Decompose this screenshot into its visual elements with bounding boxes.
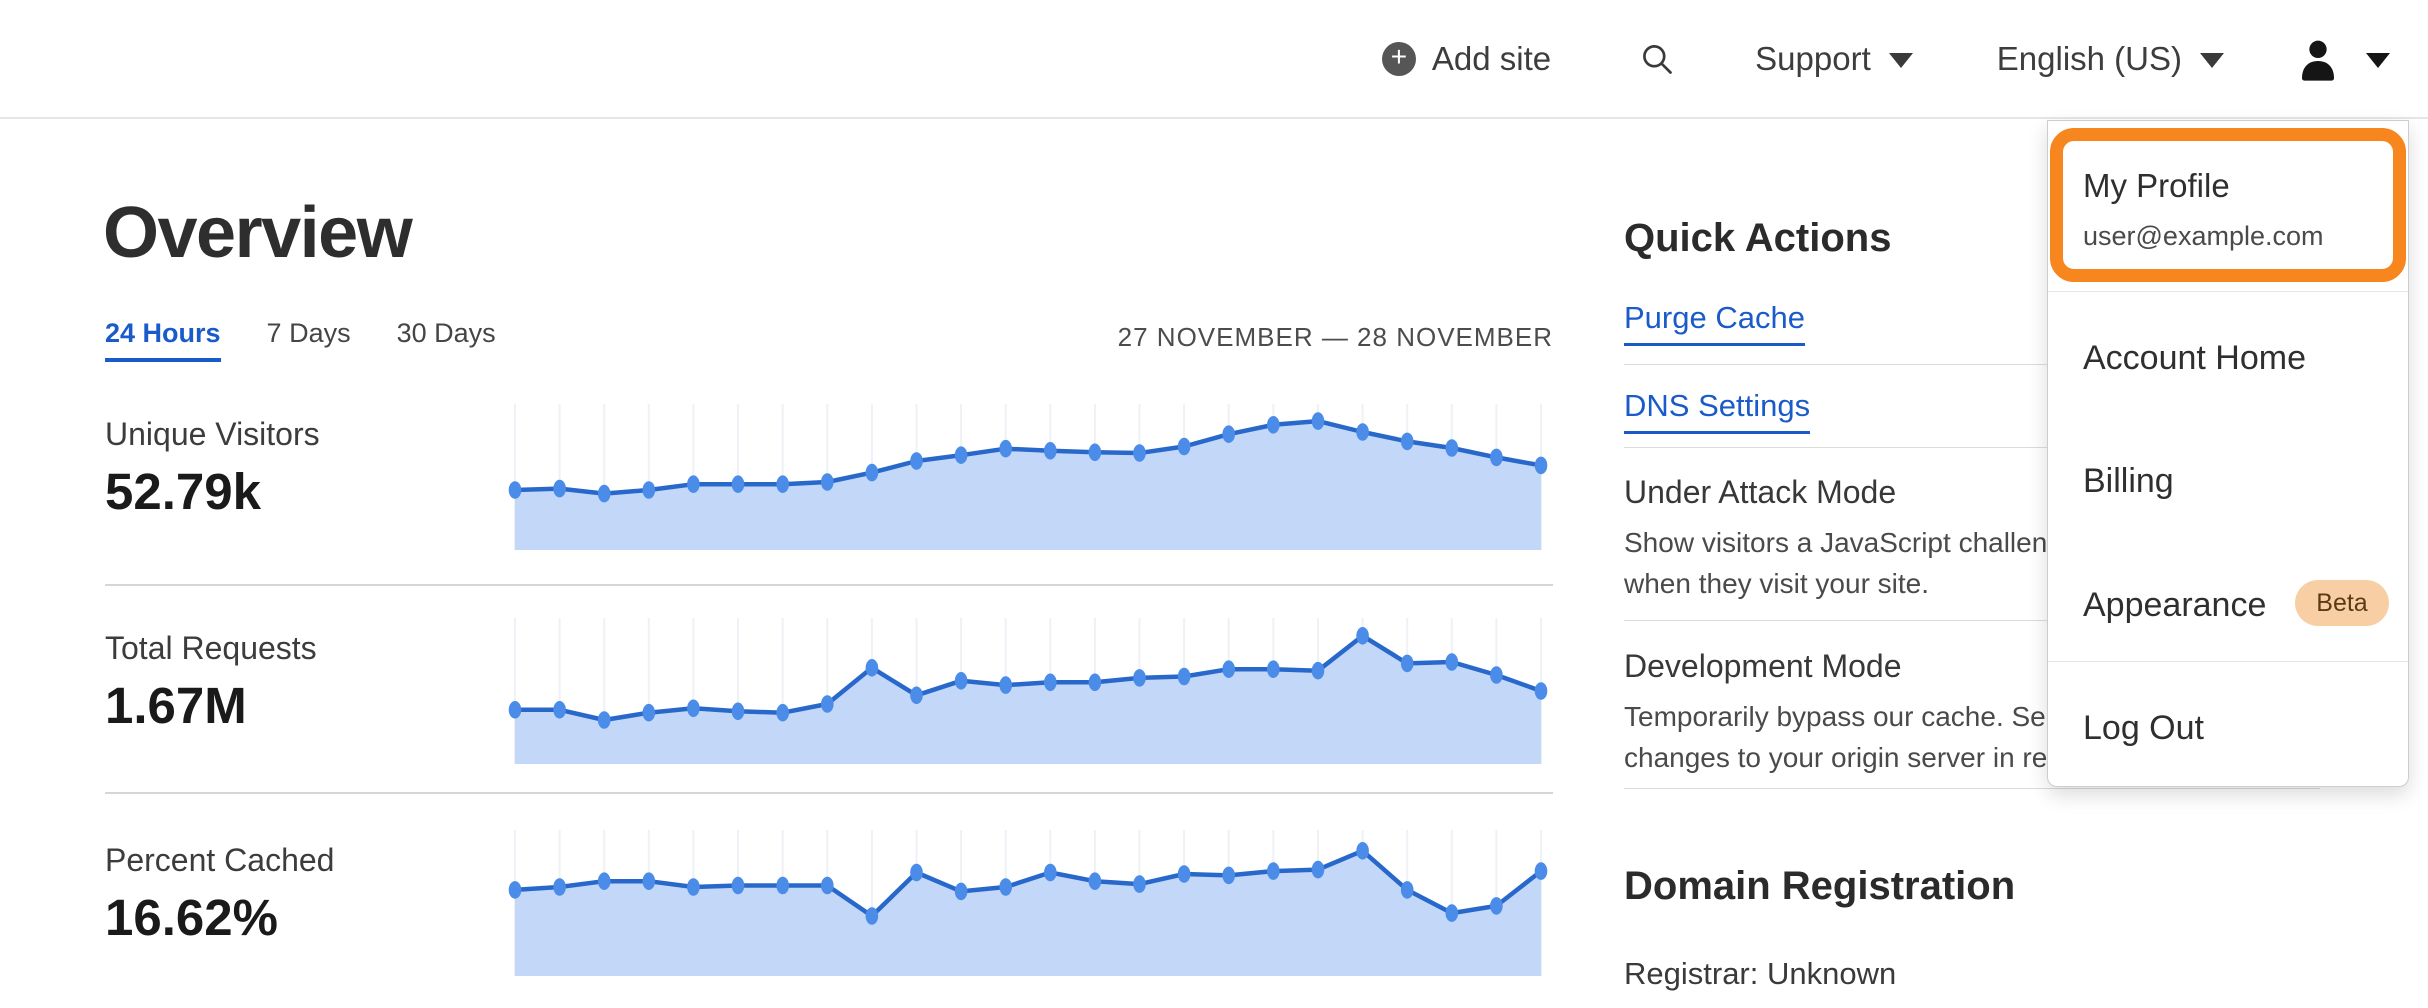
total-requests-chart: [508, 618, 1548, 764]
plus-circle-icon: +: [1381, 41, 1416, 76]
menu-item-billing[interactable]: Billing: [2083, 462, 2174, 500]
tab-30-days[interactable]: 30 Days: [396, 318, 496, 348]
page-title: Overview: [103, 193, 413, 273]
divider: [2048, 661, 2408, 662]
add-site-label: Add site: [1431, 39, 1552, 77]
divider: [1624, 364, 2320, 365]
support-label: Support: [1755, 39, 1871, 77]
tab-7-days[interactable]: 7 Days: [266, 318, 351, 348]
metric-value: 1.67M: [105, 677, 247, 734]
divider: [105, 792, 1553, 794]
my-profile-email: user@example.com: [2083, 221, 2324, 251]
profile-highlight-annotation: [2050, 128, 2406, 282]
metric-value: 16.62%: [105, 889, 278, 946]
metric-value: 52.79k: [105, 463, 261, 520]
divider: [105, 584, 1553, 586]
chevron-down-icon: [1888, 53, 1913, 68]
purge-cache-link[interactable]: Purge Cache: [1624, 300, 1805, 346]
metric-label: Percent Cached: [105, 842, 335, 878]
domain-registration-title: Domain Registration: [1624, 864, 2016, 908]
beta-badge: Beta: [2295, 580, 2389, 626]
menu-item-log-out[interactable]: Log Out: [2083, 709, 2204, 747]
support-menu[interactable]: Support: [1755, 40, 1913, 78]
quick-actions-title: Quick Actions: [1624, 216, 1892, 260]
tab-24-hours[interactable]: 24 Hours: [105, 318, 221, 362]
percent-cached-chart: [508, 830, 1548, 976]
search-icon: [1643, 44, 1673, 74]
metric-label: Unique Visitors: [105, 416, 320, 452]
unique-visitors-chart: [508, 404, 1548, 550]
metric-label: Total Requests: [105, 630, 317, 666]
language-label: English (US): [1996, 39, 2182, 77]
top-nav: + Add site Support English (US): [0, 0, 2428, 119]
divider: [1624, 788, 2320, 789]
total-requests-row: Total Requests 1.67M: [105, 612, 1553, 764]
divider: [2048, 291, 2408, 292]
account-dropdown-menu: My Profile user@example.com Account Home…: [2047, 120, 2409, 787]
my-profile-label: My Profile: [2083, 167, 2230, 204]
account-menu-button[interactable]: [2298, 37, 2390, 81]
date-range-label: 27 NOVEMBER — 28 NOVEMBER: [1117, 322, 1553, 352]
divider: [1624, 447, 2320, 448]
percent-cached-row: Percent Cached 16.62%: [105, 824, 1553, 976]
registrar-label: Registrar: Unknown: [1624, 956, 1897, 991]
quick-actions-panel: Quick Actions Purge Cache DNS Settings U…: [1624, 0, 2324, 1008]
under-attack-mode-description: Show visitors a JavaScript challenge whe…: [1624, 527, 2079, 599]
appearance-label: Appearance: [2083, 586, 2267, 624]
user-avatar-icon: [2302, 40, 2334, 81]
add-site-button[interactable]: + Add site: [1381, 39, 1552, 78]
unique-visitors-row: Unique Visitors 52.79k: [105, 398, 1553, 550]
time-range-tabs: 24 Hours 7 Days 30 Days: [105, 318, 496, 362]
menu-item-account-home[interactable]: Account Home: [2083, 339, 2306, 377]
under-attack-mode-label: Under Attack Mode: [1624, 474, 1897, 510]
divider: [1624, 620, 2320, 621]
search-button[interactable]: [1639, 41, 1675, 77]
chevron-down-icon: [2200, 53, 2224, 68]
dns-settings-link[interactable]: DNS Settings: [1624, 388, 1811, 434]
development-mode-label: Development Mode: [1624, 648, 1902, 684]
chevron-down-icon: [2366, 53, 2390, 68]
language-menu[interactable]: English (US): [1997, 40, 2224, 78]
